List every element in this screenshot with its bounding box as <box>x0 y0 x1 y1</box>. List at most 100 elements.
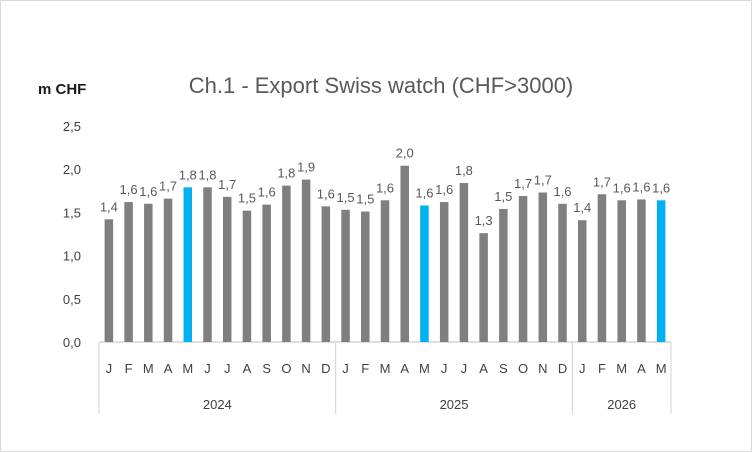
bar <box>617 200 626 342</box>
y-tick-label: 0,0 <box>63 335 81 350</box>
month-label: M <box>182 361 193 376</box>
month-label: O <box>518 361 528 376</box>
data-label: 1,5 <box>337 190 355 205</box>
month-label: J <box>342 361 349 376</box>
y-tick-label: 2,5 <box>63 119 81 134</box>
bar <box>104 219 114 342</box>
month-label: D <box>321 361 330 376</box>
bar <box>597 194 607 342</box>
data-label: 1,6 <box>632 179 650 194</box>
data-label: 1,6 <box>258 185 276 200</box>
data-label: 1,8 <box>455 163 473 178</box>
bar <box>361 211 370 342</box>
month-label: A <box>637 361 646 376</box>
data-label: 1,4 <box>100 199 118 214</box>
data-label: 1,7 <box>159 179 177 194</box>
year-label: 2025 <box>440 397 469 412</box>
data-label: 1,8 <box>179 167 197 182</box>
bar <box>538 192 548 342</box>
bar <box>242 210 252 342</box>
bar <box>577 220 587 342</box>
data-label: 1,7 <box>593 174 611 189</box>
month-label: S <box>262 361 271 376</box>
bar <box>222 196 232 342</box>
bar <box>163 198 173 342</box>
bar <box>499 208 508 342</box>
month-label: A <box>479 361 488 376</box>
bar <box>124 202 133 342</box>
bar <box>321 206 331 342</box>
bar <box>479 233 488 342</box>
bar <box>301 179 311 342</box>
data-label: 1,7 <box>514 176 532 191</box>
data-label: 1,7 <box>218 177 236 192</box>
month-label: J <box>441 361 448 376</box>
data-label: 1,5 <box>494 189 512 204</box>
y-tick-label: 0,5 <box>63 292 81 307</box>
month-label: A <box>164 361 173 376</box>
data-label: 1,4 <box>573 200 591 215</box>
bar <box>282 185 291 342</box>
bar <box>420 205 429 342</box>
bar <box>262 204 271 342</box>
month-label: N <box>538 361 547 376</box>
data-label: 1,6 <box>120 182 138 197</box>
month-label: F <box>598 361 606 376</box>
bar <box>656 200 666 342</box>
data-label: 1,5 <box>356 192 374 207</box>
month-label: F <box>125 361 133 376</box>
month-label: M <box>380 361 391 376</box>
month-label: J <box>224 361 231 376</box>
month-label: F <box>361 361 369 376</box>
month-label: A <box>243 361 252 376</box>
chart-title: Ch.1 - Export Swiss watch (CHF>3000) <box>188 73 574 98</box>
bar <box>341 209 350 342</box>
data-label: 1,6 <box>415 185 433 200</box>
month-label: J <box>106 361 113 376</box>
data-label: 1,8 <box>277 166 295 181</box>
bar <box>144 203 153 342</box>
bar <box>637 199 646 342</box>
month-label: J <box>579 361 586 376</box>
year-label: 2024 <box>203 397 232 412</box>
month-label: A <box>400 361 409 376</box>
data-label: 2,0 <box>396 146 414 161</box>
y-tick-label: 1,5 <box>63 205 81 220</box>
bar <box>400 165 409 342</box>
unit-label: m CHF <box>38 81 87 98</box>
data-label: 1,8 <box>198 167 216 182</box>
data-label: 1,6 <box>317 186 335 201</box>
y-tick-label: 2,0 <box>63 162 81 177</box>
month-label: M <box>419 361 430 376</box>
bar <box>459 183 469 342</box>
month-label: M <box>656 361 667 376</box>
data-label: 1,5 <box>238 191 256 206</box>
month-label: O <box>281 361 291 376</box>
data-label: 1,6 <box>376 180 394 195</box>
month-label: N <box>301 361 310 376</box>
month-label: J <box>204 361 211 376</box>
month-label: M <box>616 361 627 376</box>
data-label: 1,9 <box>297 160 315 175</box>
bar <box>183 187 193 342</box>
data-label: 1,3 <box>475 213 493 228</box>
data-label: 1,6 <box>139 184 157 199</box>
month-label: S <box>499 361 508 376</box>
data-label: 1,7 <box>534 173 552 188</box>
bar <box>439 202 449 342</box>
bar <box>203 187 212 342</box>
data-label: 1,6 <box>652 180 670 195</box>
bar <box>558 203 567 342</box>
month-label: D <box>558 361 567 376</box>
bar <box>518 195 528 342</box>
bar <box>380 200 390 342</box>
month-label: J <box>461 361 468 376</box>
year-label: 2026 <box>607 397 636 412</box>
y-tick-label: 1,0 <box>63 249 81 264</box>
data-label: 1,6 <box>435 182 453 197</box>
data-label: 1,6 <box>613 180 631 195</box>
month-label: M <box>143 361 154 376</box>
data-label: 1,6 <box>553 184 571 199</box>
